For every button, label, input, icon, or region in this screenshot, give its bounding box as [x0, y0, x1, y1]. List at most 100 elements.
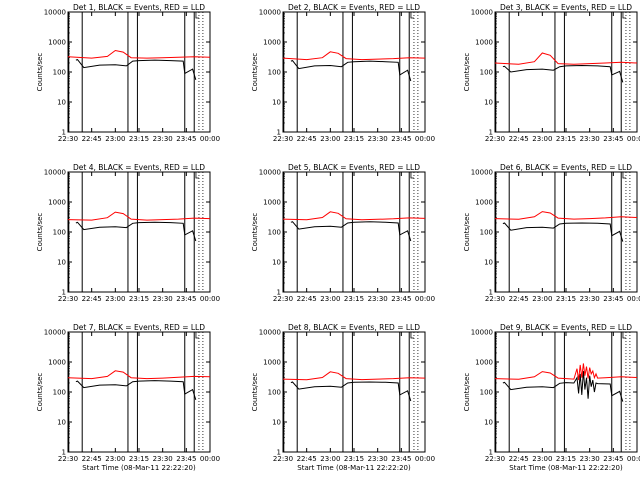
x-tick-label: 23:00 [532, 455, 552, 463]
x-tick-label: 23:00 [105, 135, 125, 143]
x-tick-label: 22:45 [509, 295, 529, 303]
plot-frame [67, 171, 211, 293]
x-tick-label: 00:00 [415, 455, 435, 463]
x-tick-label: 23:30 [580, 135, 600, 143]
y-tick-label: 1000 [475, 199, 493, 207]
x-tick-label: 22:45 [509, 455, 529, 463]
y-tick-label: 100 [268, 389, 281, 397]
x-tick-label: 23:45 [176, 295, 196, 303]
y-tick-label: 10000 [44, 329, 66, 337]
x-tick-label: 23:15 [556, 455, 576, 463]
lld-series-line [282, 51, 426, 61]
y-tick-label: 10000 [471, 169, 493, 177]
x-tick-label: 23:00 [532, 135, 552, 143]
x-tick-label: 23:00 [320, 455, 340, 463]
x-tick-label: 22:45 [509, 135, 529, 143]
y-tick-label: 1 [277, 129, 281, 137]
y-tick-label: 1000 [263, 359, 281, 367]
x-tick-label: 22:45 [297, 455, 317, 463]
y-tick-label: 10 [484, 259, 493, 267]
panel-title: Det 3, BLACK = Events, RED = LLD [500, 3, 632, 12]
y-tick-label: 100 [480, 69, 493, 77]
x-tick-label: 22:30 [485, 135, 505, 143]
plot-frame [494, 171, 638, 293]
y-tick-label: 1000 [48, 359, 66, 367]
x-tick-label: 23:45 [603, 135, 623, 143]
x-tick-label: 23:30 [580, 295, 600, 303]
lld-series-line [67, 211, 211, 221]
x-tick-label: 23:15 [344, 455, 364, 463]
x-tick-label: 00:00 [200, 455, 220, 463]
y-tick-label: 10000 [471, 9, 493, 17]
x-tick-label: 00:00 [627, 455, 640, 463]
events-series-line [290, 221, 412, 242]
corner-bracket [410, 12, 414, 19]
y-tick-label: 10 [484, 99, 493, 107]
y-tick-label: 1 [489, 129, 493, 137]
panel-title: Det 5, BLACK = Events, RED = LLD [288, 163, 420, 172]
x-tick-label: 22:30 [485, 455, 505, 463]
x-tick-label: 22:45 [82, 455, 102, 463]
panel-det-6: Det 6, BLACK = Events, RED = LLD 1 10 100 10… [463, 163, 640, 303]
panel-title: Det 1, BLACK = Events, RED = LLD [73, 3, 205, 12]
panel-title: Det 7, BLACK = Events, RED = LLD [73, 323, 205, 332]
lld-series-line [494, 363, 638, 381]
lld-series-line [282, 371, 426, 381]
plot-frame [282, 331, 426, 453]
panel-det-4: Det 4, BLACK = Events, RED = LLD 1 10 100 10… [36, 163, 220, 303]
y-tick-label: 100 [268, 229, 281, 237]
panel-det-5: Det 5, BLACK = Events, RED = LLD 1 10 100 10… [251, 163, 435, 303]
y-tick-label: 100 [268, 69, 281, 77]
x-tick-label: 00:00 [415, 135, 435, 143]
x-tick-label: 23:00 [532, 295, 552, 303]
x-axis-label: Start Time (08-Mar-11 22:22:20) [297, 464, 411, 472]
y-tick-label: 1 [62, 449, 66, 457]
x-tick-label: 23:45 [176, 135, 196, 143]
y-axis-label: Counts/sec [36, 53, 44, 92]
x-tick-label: 22:45 [82, 295, 102, 303]
x-tick-label: 23:15 [129, 135, 149, 143]
panel-det-9: Det 9, BLACK = Events, RED = LLD 1 10 100 10… [463, 323, 640, 472]
x-tick-label: 22:30 [58, 135, 78, 143]
x-tick-label: 00:00 [200, 295, 220, 303]
lld-series-line [67, 49, 211, 59]
x-tick-label: 23:15 [556, 295, 576, 303]
x-tick-label: 23:45 [391, 135, 411, 143]
y-tick-label: 1 [277, 289, 281, 297]
events-series-line [75, 380, 197, 400]
y-tick-label: 100 [480, 389, 493, 397]
y-tick-label: 10 [57, 259, 66, 267]
y-tick-label: 100 [53, 69, 66, 77]
events-series-line [75, 221, 197, 242]
x-tick-label: 23:30 [368, 455, 388, 463]
x-tick-label: 22:30 [273, 295, 293, 303]
x-tick-label: 00:00 [415, 295, 435, 303]
y-tick-label: 1 [62, 129, 66, 137]
panel-det-8: Det 8, BLACK = Events, RED = LLD 1 10 100 10… [251, 323, 435, 472]
x-tick-label: 23:15 [344, 295, 364, 303]
y-tick-label: 1000 [263, 199, 281, 207]
y-tick-label: 1000 [263, 39, 281, 47]
y-tick-label: 10000 [259, 329, 281, 337]
y-tick-label: 10000 [259, 169, 281, 177]
y-tick-label: 1000 [48, 39, 66, 47]
x-tick-label: 23:45 [391, 455, 411, 463]
x-tick-label: 23:45 [176, 455, 196, 463]
y-tick-label: 100 [53, 389, 66, 397]
panel-title: Det 4, BLACK = Events, RED = LLD [73, 163, 205, 172]
x-tick-label: 23:00 [320, 135, 340, 143]
x-tick-label: 22:30 [485, 295, 505, 303]
corner-bracket [622, 12, 626, 19]
events-series-line [502, 64, 624, 83]
y-tick-label: 1 [489, 289, 493, 297]
y-tick-label: 100 [53, 229, 66, 237]
y-axis-label: Counts/sec [463, 53, 471, 92]
lld-series-line [67, 370, 211, 380]
x-tick-label: 23:15 [344, 135, 364, 143]
x-tick-label: 23:15 [129, 295, 149, 303]
y-tick-label: 1000 [48, 199, 66, 207]
panel-title: Det 8, BLACK = Events, RED = LLD [288, 323, 420, 332]
y-tick-label: 10000 [471, 329, 493, 337]
x-tick-label: 22:45 [82, 135, 102, 143]
y-tick-label: 1 [489, 449, 493, 457]
